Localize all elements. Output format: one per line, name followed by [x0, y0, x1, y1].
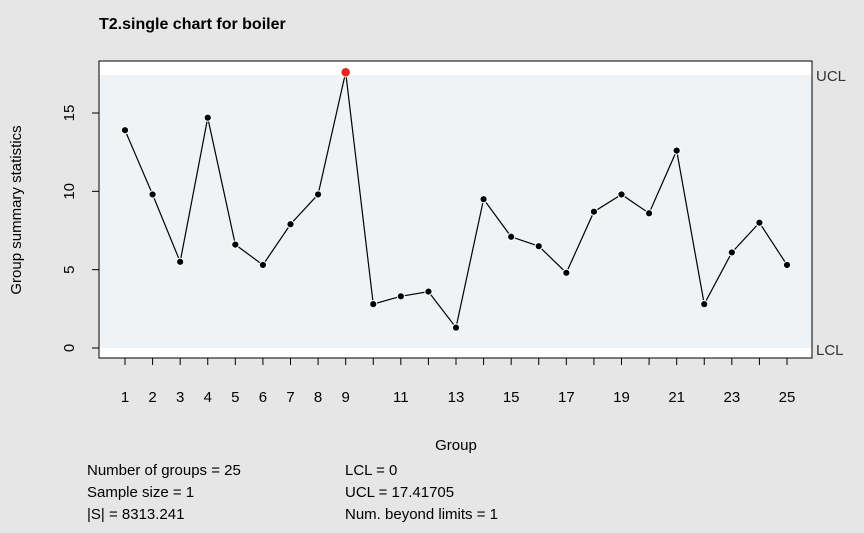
s-determinant: |S| = 8313.241 [87, 506, 185, 523]
data-point [534, 242, 543, 251]
beyond-limits: Num. beyond limits = 1 [345, 506, 498, 523]
ucl-value: UCL = 17.41705 [345, 484, 455, 501]
y-tick-label: 15 [61, 105, 78, 122]
data-point [562, 268, 571, 277]
data-point [369, 300, 378, 309]
data-point [231, 240, 240, 249]
x-tick-label: 9 [341, 389, 349, 406]
lcl-label: LCL [816, 342, 844, 359]
data-point [617, 190, 626, 199]
x-tick-label: 21 [668, 389, 685, 406]
data-point [782, 260, 792, 270]
x-tick-label: 19 [613, 389, 630, 406]
data-point [148, 190, 157, 199]
chart-title: T2.single chart for boiler [99, 16, 286, 33]
data-point [203, 113, 212, 122]
x-tick-label: 11 [393, 389, 409, 406]
data-point [755, 218, 764, 227]
y-tick-label: 0 [61, 344, 78, 352]
x-tick-label: 25 [779, 389, 796, 406]
data-point [700, 300, 709, 309]
data-point [258, 260, 268, 270]
data-point [507, 232, 516, 241]
data-point [451, 323, 461, 332]
x-tick-label: 3 [176, 389, 184, 406]
sample-size: Sample size = 1 [87, 484, 195, 501]
number-of-groups: Number of groups = 25 [87, 462, 241, 479]
data-point [286, 220, 295, 229]
x-tick-label: 13 [448, 389, 465, 406]
data-point [424, 287, 433, 296]
data-point [396, 292, 405, 301]
x-tick-label: 5 [231, 389, 239, 406]
data-point [176, 257, 185, 266]
violation-point [340, 66, 351, 78]
data-point [120, 126, 130, 135]
x-tick-label: 8 [314, 389, 322, 406]
x-tick-label: 6 [259, 389, 267, 406]
stats-left: Number of groups = 25 Sample size = 1 |S… [87, 460, 241, 526]
x-tick-label: 17 [558, 389, 575, 406]
x-axis-label: Group [435, 437, 477, 454]
data-point [313, 190, 323, 199]
data-point [727, 248, 736, 257]
ucl-label: UCL [816, 68, 846, 85]
x-tick-label: 1 [121, 389, 129, 406]
x-tick-label: 23 [723, 389, 740, 406]
y-tick-label: 5 [61, 265, 78, 273]
data-point [672, 146, 681, 155]
lcl-value: LCL = 0 [345, 462, 398, 479]
x-tick-label: 15 [503, 389, 520, 406]
in-control-band [99, 75, 812, 349]
y-tick-label: 10 [61, 183, 78, 200]
data-point [589, 207, 599, 216]
x-tick-label: 4 [204, 389, 212, 406]
stats-right: LCL = 0 UCL = 17.41705 Num. beyond limit… [345, 460, 498, 526]
data-point [479, 195, 488, 204]
x-tick-label: 2 [148, 389, 156, 406]
x-tick-label: 7 [286, 389, 294, 406]
data-point [644, 209, 654, 218]
y-axis-label: Group summary statistics [8, 125, 25, 294]
